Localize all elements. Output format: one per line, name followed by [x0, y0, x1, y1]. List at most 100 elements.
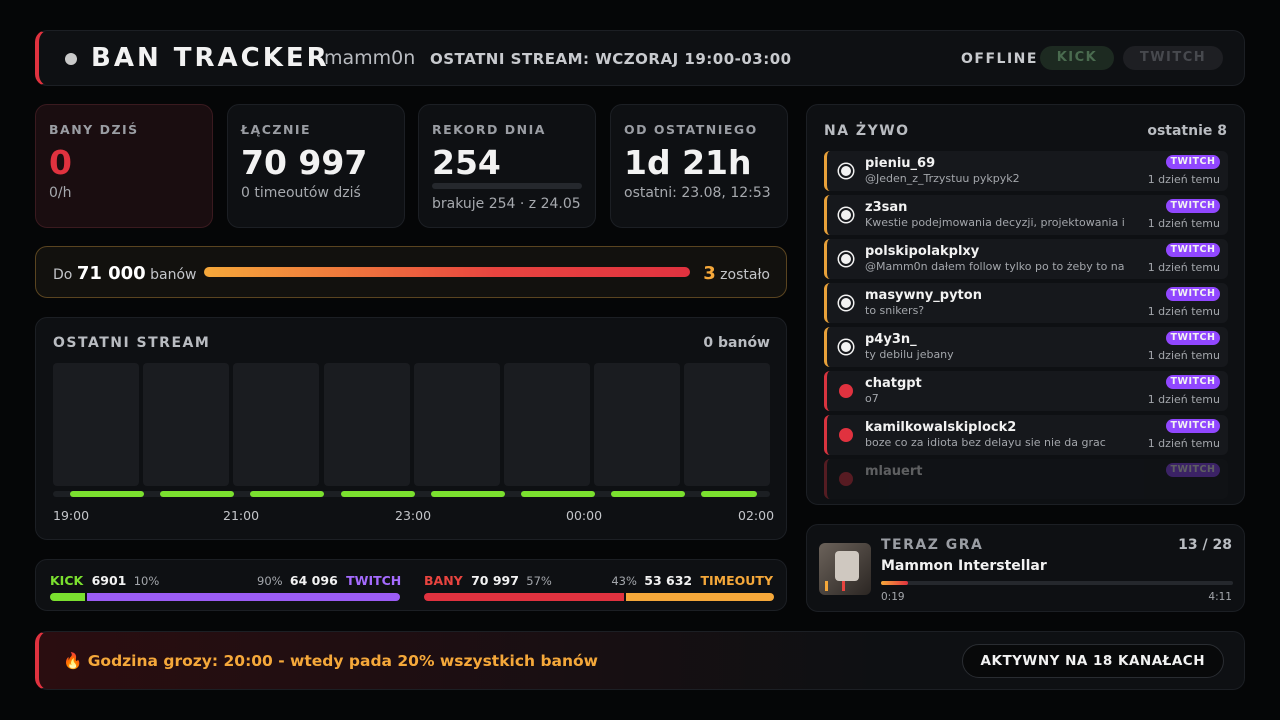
- live-item[interactable]: z3san Kwestie podejmowania decyzji, proje…: [824, 195, 1228, 235]
- live-item[interactable]: masywny_pyton to snikers? TWITCH 1 dzień te…: [824, 283, 1228, 323]
- stat-card: REKORD DNIA 254 brakuje 254 · z 24.05: [418, 104, 596, 228]
- kind-icon: [839, 164, 853, 178]
- last-stream-title: OSTATNI STREAM: [53, 335, 211, 351]
- split-pct: 90%: [257, 574, 283, 588]
- header: BAN TRACKER mamm0n OSTATNI STREAM: WCZOR…: [35, 30, 1245, 86]
- split-segment: [625, 593, 774, 601]
- stream-info: OSTATNI STREAM: WCZORAJ 19:00-03:00: [430, 50, 792, 68]
- split-name: TIMEOUTY: [700, 573, 773, 588]
- now-label: TERAZ GRA: [881, 537, 984, 553]
- activity-bar: [430, 491, 505, 497]
- message: o7: [865, 392, 879, 405]
- x-label: 19:00: [53, 508, 90, 523]
- stat-value: 0: [49, 143, 72, 182]
- live-feed: NA ŻYWO ostatnie 8 pieniu_69 @Jeden_z_Trz…: [806, 104, 1245, 505]
- kind-icon: [839, 472, 853, 486]
- split-value: 6901: [91, 573, 127, 588]
- x-label: 00:00: [566, 508, 603, 523]
- platform-badge: TWITCH: [1166, 199, 1220, 213]
- kick-button[interactable]: KICK: [1040, 46, 1114, 70]
- time: 1 dzień temu: [1147, 305, 1220, 318]
- message: @Jeden_z_Trzystuu pykpyk2: [865, 172, 1020, 185]
- stat-value: 254: [432, 143, 501, 182]
- live-count: ostatnie 8: [1147, 123, 1227, 139]
- stat-card: ŁĄCZNIE 70 997 0 timeoutów dziś: [227, 104, 405, 228]
- stat-card: BANY DZIŚ 0 0/h: [35, 104, 213, 228]
- live-item[interactable]: mlauert TWITCH: [824, 459, 1228, 499]
- stat-label: BANY DZIŚ: [49, 122, 139, 137]
- time: 1 dzień temu: [1147, 393, 1220, 406]
- time: 1 dzień temu: [1147, 349, 1220, 362]
- track-position: 13 / 28: [1178, 537, 1232, 553]
- platform-badge: TWITCH: [1166, 463, 1220, 477]
- hour-column: [594, 363, 681, 486]
- footer-note: 🔥 Godzina grozy: 20:00 - wtedy pada 20% …: [63, 652, 598, 670]
- record-progress: [432, 183, 582, 189]
- split-segment: [424, 593, 624, 601]
- activity-bar: [611, 491, 686, 497]
- goal-target: 71 000: [76, 263, 146, 284]
- stat-card: OD OSTATNIEGO 1d 21h ostatni: 23.08, 12:…: [610, 104, 788, 228]
- goal-progress: [204, 267, 690, 277]
- time: 1 dzień temu: [1147, 437, 1220, 450]
- message: boze co za idiota bez delayu sie nie da …: [865, 436, 1106, 449]
- live-item[interactable]: p4y3n_ ty debilu jebany TWITCH 1 dzień temu: [824, 327, 1228, 367]
- kind-icon: [839, 340, 853, 354]
- message: Kwestie podejmowania decyzji, projektowa…: [865, 216, 1125, 229]
- platform-badge: TWITCH: [1166, 155, 1220, 169]
- x-label: 02:00: [738, 508, 775, 523]
- activity-bar: [160, 491, 235, 497]
- user: mamm0n: [324, 47, 416, 69]
- duration: 4:11: [1208, 591, 1232, 603]
- hour-column: [143, 363, 230, 486]
- split-name: TWITCH: [346, 573, 402, 588]
- active-badge[interactable]: AKTYWNY NA 18 KANAŁACH: [961, 644, 1224, 678]
- stat-label: REKORD DNIA: [432, 122, 546, 137]
- x-label: 23:00: [395, 508, 432, 523]
- stat-sub: ostatni: 23.08, 12:53: [624, 185, 771, 201]
- track-title: Mammon Interstellar: [881, 558, 1047, 574]
- elapsed: 0:19: [881, 591, 905, 603]
- split-left: KICK 6901 10%: [50, 573, 159, 588]
- platform-badge: TWITCH: [1166, 419, 1220, 433]
- last-stream-total: 0 banów: [703, 335, 770, 351]
- split-bar: [424, 593, 774, 601]
- message: @Mamm0n dałem follow tylko po to żeby to…: [865, 260, 1125, 273]
- status-dot: [65, 53, 77, 65]
- split-value: 64 096: [289, 573, 338, 588]
- stat-value: 70 997: [241, 143, 368, 182]
- username: kamilkowalskiplock2: [865, 420, 1017, 435]
- status: OFFLINE: [961, 51, 1038, 67]
- username: z3san: [865, 200, 908, 215]
- live-item[interactable]: pieniu_69 @Jeden_z_Trzystuu pykpyk2 TWITCH…: [824, 151, 1228, 191]
- activity-bar: [250, 491, 325, 497]
- message: to snikers?: [865, 304, 925, 317]
- activity-bar: [340, 491, 415, 497]
- split-pct: 10%: [133, 574, 160, 588]
- goal-text: Do 71 000 banów: [53, 263, 197, 284]
- twitch-button[interactable]: TWITCH: [1123, 46, 1223, 70]
- split-segment: [50, 593, 85, 601]
- split-bar: [50, 593, 400, 601]
- live-item[interactable]: kamilkowalskiplock2 boze co za idiota bez…: [824, 415, 1228, 455]
- split-segment: [87, 593, 400, 601]
- stat-label: OD OSTATNIEGO: [624, 122, 758, 137]
- hour-column: [233, 363, 320, 486]
- time: 1 dzień temu: [1147, 173, 1220, 186]
- split-value: 53 632: [644, 573, 693, 588]
- platform-badge: TWITCH: [1166, 287, 1220, 301]
- live-item[interactable]: polskipolakplxy @Mamm0n dałem follow tylk…: [824, 239, 1228, 279]
- goal-left-value: 3: [703, 263, 716, 284]
- live-item[interactable]: chatgpt o7 TWITCH 1 dzień temu: [824, 371, 1228, 411]
- activity-bar: [701, 491, 758, 497]
- goal-prefix: Do: [53, 267, 73, 283]
- message: ty debilu jebany: [865, 348, 954, 361]
- hour-column: [684, 363, 771, 486]
- time: 1 dzień temu: [1147, 261, 1220, 274]
- split-pct: 57%: [526, 574, 552, 588]
- hour-column: [413, 363, 500, 486]
- hour-column: [53, 363, 139, 486]
- stat-value: 1d 21h: [624, 143, 752, 182]
- platform-badge: TWITCH: [1166, 375, 1220, 389]
